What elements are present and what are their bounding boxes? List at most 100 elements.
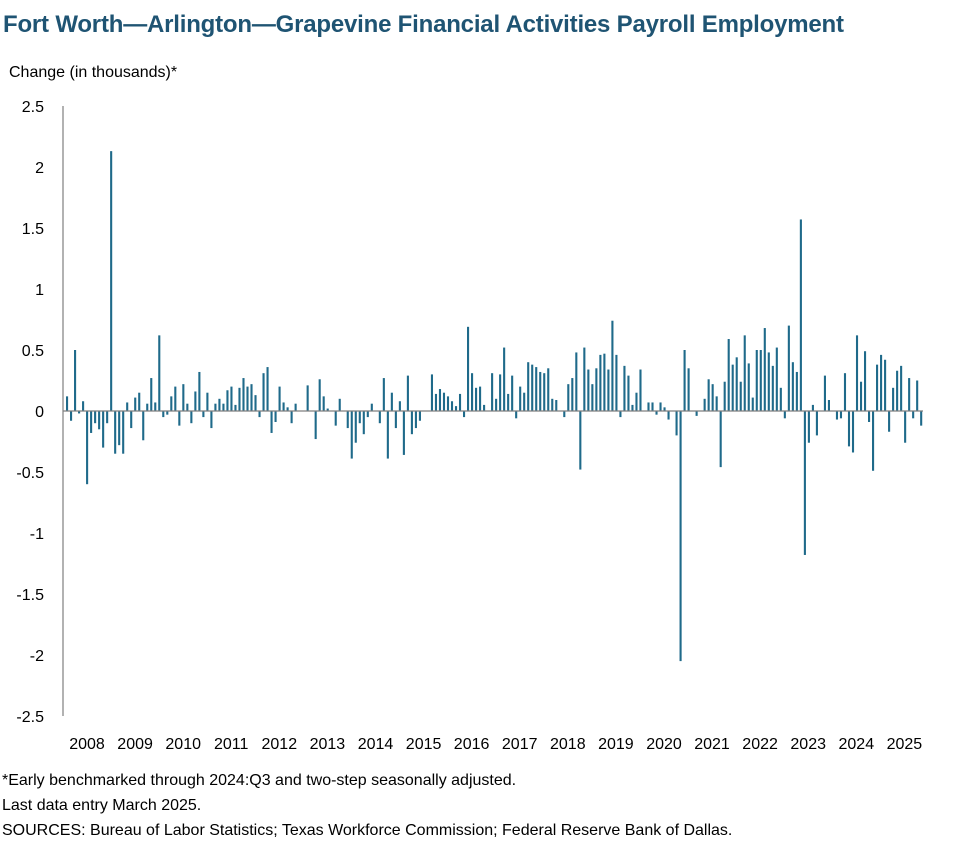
bar [306, 385, 309, 411]
bar [499, 374, 502, 411]
bar [90, 411, 93, 433]
bar [876, 364, 879, 411]
bar [134, 397, 137, 411]
bar [142, 411, 145, 441]
bar [503, 347, 506, 411]
bar [543, 373, 546, 411]
bar [214, 403, 217, 411]
bar [250, 384, 253, 411]
bar [920, 411, 923, 426]
x-tick-label: 2008 [69, 736, 105, 753]
bar [471, 373, 474, 411]
bar [811, 404, 814, 411]
bar [166, 411, 169, 415]
bar [246, 386, 249, 411]
y-tick-label: -2.5 [16, 709, 44, 726]
bar [823, 375, 826, 411]
bar [222, 403, 225, 411]
bar [916, 380, 919, 411]
bar [868, 411, 871, 422]
bar [483, 404, 486, 411]
x-tick-label: 2013 [310, 736, 346, 753]
bar [908, 378, 911, 411]
x-tick-label: 2014 [358, 736, 394, 753]
bar [519, 386, 522, 411]
y-tick-label: 1.5 [22, 221, 44, 238]
x-tick-label: 2021 [694, 736, 730, 753]
bar [595, 368, 598, 411]
bar [358, 411, 361, 424]
bar [70, 411, 73, 421]
bar [467, 326, 470, 411]
bar [430, 374, 434, 411]
bar [334, 411, 337, 426]
bar [94, 411, 97, 424]
bar [278, 386, 281, 411]
bar [783, 411, 786, 419]
bar [186, 403, 189, 411]
bar [735, 357, 738, 411]
bar [731, 364, 734, 411]
bar [154, 402, 157, 411]
bar [194, 391, 197, 411]
bar [507, 393, 510, 411]
y-axis: 2.5 2 1.5 1 0.5 0 -0.5 -1 -1.5 -2 -2.5 [16, 99, 44, 726]
bar [86, 411, 89, 485]
bar [158, 335, 161, 411]
bar [607, 369, 610, 411]
bar [398, 401, 401, 411]
bar [198, 371, 201, 411]
x-tick-label: 2019 [598, 736, 634, 753]
bar [242, 378, 245, 411]
bar [254, 395, 257, 411]
bar [462, 411, 466, 418]
bar [571, 378, 574, 411]
bar [631, 404, 634, 411]
bar [647, 402, 650, 411]
bar [527, 362, 530, 411]
bar [206, 392, 209, 411]
bar [743, 335, 746, 411]
bar [458, 393, 462, 411]
bar [322, 396, 325, 411]
bar [787, 325, 790, 411]
bar [547, 368, 550, 411]
bar [639, 369, 642, 411]
bar [210, 411, 213, 429]
bar [651, 402, 654, 411]
bar [815, 411, 818, 436]
x-tick-label: 2012 [262, 736, 298, 753]
bar [563, 411, 566, 418]
bar [475, 387, 478, 411]
bar [611, 320, 614, 411]
y-tick-label: -0.5 [16, 465, 44, 482]
bar [238, 387, 241, 411]
bar [274, 411, 277, 422]
bar [226, 390, 229, 411]
bar [851, 411, 855, 453]
bar [394, 411, 397, 429]
bar [795, 371, 798, 411]
bar [575, 352, 578, 411]
bar [150, 378, 153, 411]
bar [803, 411, 806, 555]
bar [234, 404, 237, 411]
bar [892, 387, 895, 411]
bar [723, 381, 726, 411]
bar [912, 411, 915, 419]
bar [555, 400, 558, 411]
bar [338, 398, 341, 411]
x-tick-label: 2023 [790, 736, 826, 753]
x-tick-label: 2010 [165, 736, 201, 753]
bar [438, 389, 442, 411]
bar [904, 411, 907, 443]
x-tick-label: 2024 [839, 736, 875, 753]
bar [290, 411, 293, 424]
y-tick-label: 0.5 [22, 343, 44, 360]
bar [847, 411, 851, 447]
bar [402, 411, 405, 455]
bar [655, 411, 658, 415]
bar [587, 369, 590, 411]
bar [479, 386, 482, 411]
bar [282, 402, 285, 411]
